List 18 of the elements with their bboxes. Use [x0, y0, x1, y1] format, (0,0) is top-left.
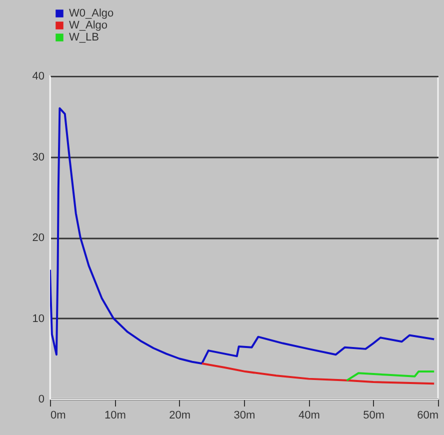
y-tick-label: 10 — [32, 312, 44, 325]
x-tick-label: 60m — [417, 410, 438, 422]
legend-label: W_LB — [69, 32, 99, 44]
legend-label: W_Algo — [69, 20, 108, 32]
x-tick-label: 50m — [363, 410, 385, 422]
y-tick-label: 20 — [32, 232, 44, 244]
y-tick-label: 0 — [38, 394, 44, 406]
line-series — [50, 107, 436, 364]
y-tick-label: 40 — [32, 70, 44, 82]
line-series — [346, 370, 436, 382]
x-tick-label: 0m — [50, 410, 66, 422]
line-series — [200, 362, 436, 385]
x-tick-label: 20m — [169, 410, 191, 422]
x-tick-label: 30m — [234, 410, 256, 422]
x-tick-label: 10m — [104, 410, 126, 422]
x-tick-label: 40m — [298, 410, 320, 422]
legend-label: W0_Algo — [69, 8, 114, 20]
y-tick-label: 30 — [32, 151, 44, 164]
